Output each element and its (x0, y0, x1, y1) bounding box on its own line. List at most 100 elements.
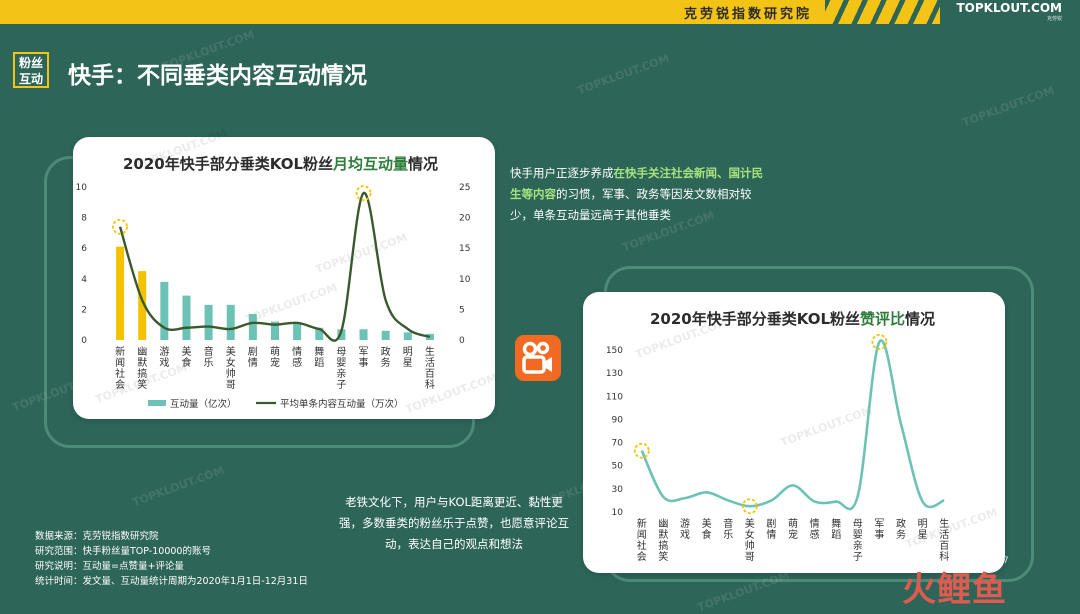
bar (315, 327, 324, 340)
bar (293, 323, 302, 340)
x-tick-label: 萌宠 (270, 345, 280, 369)
x-tick-label: 情感 (810, 517, 820, 541)
chart1-note-before: 快手用户正逐步养成 (510, 166, 614, 180)
bottom-logo: 火鲤鱼 (902, 570, 1007, 610)
x-tick-label: 美女帅哥 (226, 345, 236, 391)
page-number: 7 (1003, 556, 1009, 566)
x-tick-label: 军事 (874, 518, 884, 541)
topklout-logo: TOPKLOUT.COM (956, 1, 1062, 15)
y-right-tick-label: 25 (459, 183, 470, 193)
series-line (118, 191, 431, 342)
y-tick-label: 130 (606, 369, 623, 379)
x-tick-label: 母婴亲子 (853, 518, 863, 563)
chart1-title-after: 情况 (408, 155, 439, 173)
page-title: 快手：不同垂类内容互动情况 (68, 63, 367, 89)
x-tick-label: 政务 (381, 345, 391, 369)
chart2-title: 2020年快手部分垂类KOL粉丝赞评比情况 (650, 308, 935, 329)
x-tick-label: 母婴亲子 (336, 346, 346, 391)
y-left-tick-label: 4 (81, 275, 87, 285)
chart1-note-after: 的习惯，军事、政务等因发文数相对较少，单条互动量远高于其他垂类 (510, 187, 752, 222)
bar (116, 246, 125, 340)
y-left-tick-label: 2 (81, 305, 87, 315)
chart2-title-after: 情况 (905, 310, 936, 328)
bar (271, 321, 279, 340)
y-tick-label: 30 (612, 485, 624, 495)
x-tick-label: 新闻社会 (115, 345, 125, 391)
section-tag: 粉丝 互动 (13, 52, 49, 88)
x-tick-label: 情感 (292, 345, 302, 369)
y-tick-label: 150 (606, 346, 623, 356)
x-tick-label: 音乐 (204, 345, 214, 369)
footer-scope: 研究范围：快手粉丝量TOP-10000的账号 (35, 546, 211, 557)
chart1-title-highlight: 月均互动量 (333, 155, 409, 173)
highlight-circle (633, 442, 650, 459)
logo-box: TOPKLOUT.COM 克劳锐 (940, 0, 1080, 24)
section-tag-line2: 互动 (18, 72, 43, 86)
bar (182, 295, 191, 340)
legend-label-bars: 互动量（亿次） (170, 398, 237, 410)
bar (337, 329, 346, 340)
y-left-tick-label: 10 (76, 183, 88, 193)
x-tick-label: 游戏 (159, 345, 169, 369)
bar (138, 271, 147, 340)
y-right-tick-label: 10 (459, 275, 471, 285)
x-tick-label: 幽默搞笑 (137, 346, 147, 391)
legend-swatch-bars (148, 400, 166, 406)
x-tick-label: 音乐 (723, 517, 733, 541)
banner-stripes (825, 0, 940, 24)
x-tick-label: 剧情 (766, 518, 776, 541)
y-left-tick-label: 6 (81, 244, 87, 254)
x-tick-label: 明星 (403, 346, 413, 369)
x-tick-label: 萌宠 (788, 517, 798, 541)
highlight-circle (112, 218, 128, 235)
bar (204, 304, 213, 340)
x-tick-label: 明星 (918, 518, 928, 541)
y-tick-label: 70 (612, 439, 624, 449)
y-left-tick-label: 8 (81, 214, 87, 224)
x-tick-label: 美女帅哥 (745, 517, 755, 563)
y-tick-label: 50 (612, 462, 624, 472)
topklout-logo-sub: 克劳锐 (1046, 16, 1062, 22)
x-tick-label: 游戏 (680, 517, 690, 541)
x-tick-label: 舞蹈 (831, 518, 841, 541)
watermark: TOPKLOUT.COM (130, 463, 227, 510)
section-tag-line1: 粉丝 (18, 56, 43, 70)
x-tick-label: 美食 (702, 517, 712, 541)
series-line (640, 339, 945, 511)
y-tick-label: 110 (606, 392, 623, 402)
chart1-title-before: 2020年快手部分垂类KOL粉丝 (123, 155, 334, 173)
kuaishou-app-icon (515, 335, 561, 381)
bar (226, 304, 235, 340)
y-tick-label: 90 (612, 415, 624, 425)
chart1-note-highlight: 在快手关注社会新闻、国计民生等内容 (510, 166, 763, 201)
chart1-card: 2020年快手部分垂类KOL粉丝月均互动量情况 TOPKLOUT.COM TOP… (73, 127, 499, 419)
top-banner: 克劳锐指数研究院 TOPKLOUT.COM 克劳锐 (0, 0, 1080, 24)
footer-period: 统计时间：发文量、互动量统计周期为2020年1月1日-12月31日 (35, 576, 308, 587)
bar (359, 329, 368, 340)
bar (248, 313, 257, 340)
chart2-card: 2020年快手部分垂类KOL粉丝赞评比情况 TOPKLOUT.COM TOPKL… (583, 292, 1005, 573)
footer-source: 数据来源：克劳锐指数研究院 (35, 531, 159, 542)
x-tick-label: 剧情 (248, 346, 258, 369)
x-tick-label: 生活百科 (939, 517, 949, 563)
chart1-title: 2020年快手部分垂类KOL粉丝月均互动量情况 (123, 153, 438, 174)
watermark: TOPKLOUT.COM (960, 83, 1057, 130)
bar (160, 281, 169, 340)
chart1-note: 快手用户正逐步养成在快手关注社会新闻、国计民生等内容的习惯，军事、政务等因发文数… (510, 163, 770, 226)
x-tick-label: 生活百科 (425, 345, 435, 391)
chart2-title-highlight: 赞评比 (860, 310, 906, 328)
x-tick-label: 新闻社会 (637, 517, 647, 563)
legend-label-line: 平均单条内容互动量（万次） (280, 398, 404, 410)
watermark: TOPKLOUT.COM (575, 51, 672, 98)
footer-explain: 研究说明：互动量=点赞量+评论量 (35, 561, 184, 572)
chart2-title-before: 2020年快手部分垂类KOL粉丝 (650, 310, 861, 328)
footer-notes: 数据来源：克劳锐指数研究院 研究范围：快手粉丝量TOP-10000的账号 研究说… (35, 529, 308, 589)
y-right-tick-label: 0 (459, 336, 465, 346)
y-right-tick-label: 5 (459, 305, 465, 315)
y-right-tick-label: 20 (459, 214, 471, 224)
x-tick-label: 军事 (359, 346, 369, 369)
x-tick-label: 政务 (896, 517, 906, 541)
bar (381, 330, 390, 340)
